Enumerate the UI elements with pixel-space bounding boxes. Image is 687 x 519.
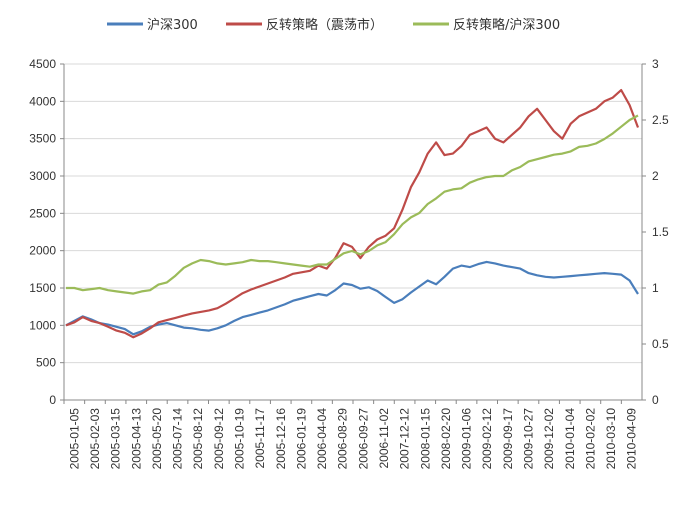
gridlines	[64, 63, 642, 364]
right-tick-label: 2	[652, 169, 659, 183]
x-tick-label: 2006-09-27	[356, 408, 370, 470]
series-line-3	[66, 114, 639, 295]
x-tick-label: 2005-01-05	[67, 408, 81, 470]
x-tick-label: 2009-09-17	[501, 408, 515, 470]
x-tick-label: 2005-05-20	[150, 408, 164, 470]
x-tick-label: 2005-09-12	[212, 408, 226, 470]
legend-label: 沪深300	[147, 17, 198, 33]
x-tick-label: 2005-10-19	[232, 408, 246, 470]
right-tick-label: 0	[652, 393, 659, 407]
x-tick-label: 2005-07-14	[171, 408, 185, 470]
left-tick-label: 500	[36, 356, 56, 370]
x-tick-label: 2005-02-03	[88, 408, 102, 470]
left-tick-label: 2000	[29, 244, 56, 258]
legend-label: 反转策略/沪深300	[453, 17, 560, 33]
x-tick-label: 2010-02-02	[583, 408, 597, 470]
left-tick-label: 0	[49, 393, 56, 407]
right-tick-label: 1.5	[652, 225, 669, 239]
right-tick-label: 3	[652, 57, 659, 71]
right-axis-ticks: 0 0.5 1 1.5 2 2.5 3	[642, 57, 669, 407]
right-tick-label: 1	[652, 281, 659, 295]
x-tick-label: 2009-02-12	[480, 408, 494, 470]
x-tick-label: 2008-01-15	[418, 408, 432, 470]
x-tick-label: 2010-03-10	[604, 408, 618, 470]
x-tick-label: 2005-11-17	[253, 408, 267, 469]
series-line-1	[65, 260, 639, 336]
x-tick-label: 2005-12-16	[274, 408, 288, 470]
x-tick-label: 2008-02-20	[439, 408, 453, 470]
x-tick-label: 2009-12-02	[542, 408, 556, 470]
left-tick-label: 3500	[29, 132, 56, 146]
x-tick-label: 2006-08-29	[336, 408, 350, 470]
x-tick-label: 2009-01-06	[460, 408, 474, 470]
x-tick-label: 2006-04-04	[315, 408, 329, 470]
left-tick-label: 1000	[29, 318, 56, 332]
left-tick-label: 4500	[29, 57, 56, 71]
left-tick-label: 4000	[29, 94, 56, 108]
x-tick-label: 2007-12-12	[398, 408, 412, 470]
x-tick-label: 2010-01-04	[563, 408, 577, 470]
left-axis-ticks: 0 500 1000 1500 2000 2500 3000 3500 4000 4500	[29, 57, 64, 407]
x-tick-label: 2005-04-13	[129, 408, 143, 470]
x-tick-label: 2010-04-09	[625, 408, 639, 470]
left-tick-label: 1500	[29, 281, 56, 295]
left-tick-label: 2500	[29, 206, 56, 220]
x-tick-label: 2005-03-15	[109, 408, 123, 470]
series-lines	[65, 88, 640, 339]
x-axis-ticks: 2005-01-05 2005-02-03 2005-03-15 2005-04-13…	[63, 400, 639, 470]
x-tick-label: 2009-10-27	[521, 408, 535, 470]
right-tick-label: 2.5	[652, 113, 669, 127]
left-tick-label: 3000	[29, 169, 56, 183]
legend: 沪深300 反转策略（震荡市） 反转策略/沪深300	[107, 17, 560, 33]
legend-label: 反转策略（震荡市）	[266, 17, 383, 33]
x-tick-label: 2006-11-02	[377, 408, 391, 469]
x-tick-label: 2006-01-19	[294, 408, 308, 470]
series-line-2	[65, 88, 640, 339]
x-tick-label: 2005-08-12	[191, 408, 205, 470]
right-tick-label: 0.5	[652, 337, 669, 351]
